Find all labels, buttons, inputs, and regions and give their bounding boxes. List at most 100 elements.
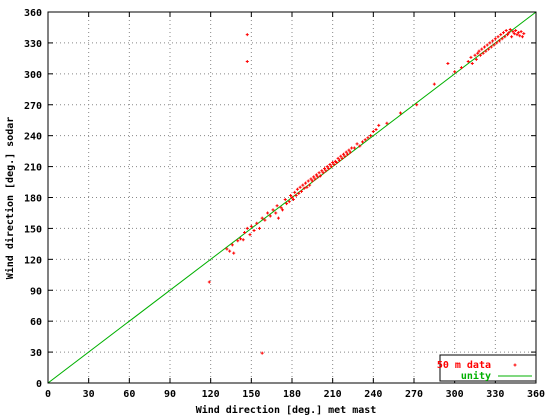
data-point: [488, 41, 492, 45]
data-point: [327, 167, 331, 171]
data-point: [487, 47, 491, 51]
legend-box: [439, 354, 537, 382]
data-point: [512, 32, 516, 36]
data-point: [241, 238, 245, 242]
data-point: [374, 127, 378, 131]
y-tick-label: 270: [24, 101, 42, 112]
data-point: [346, 152, 350, 156]
data-point: [308, 183, 312, 187]
data-point: [318, 174, 322, 178]
data-point: [495, 41, 499, 45]
data-point: [281, 208, 285, 212]
data-point: [501, 31, 505, 35]
data-point: [274, 211, 278, 215]
data-point: [500, 37, 504, 41]
data-point: [459, 66, 463, 70]
legend-label-50m-data: 50 m data: [437, 360, 491, 371]
data-point: [331, 160, 335, 164]
data-point: [266, 211, 270, 215]
data-point: [470, 62, 474, 66]
data-point: [299, 189, 303, 193]
data-point: [316, 175, 320, 179]
data-point: [285, 202, 289, 206]
data-point: [508, 28, 512, 32]
data-point: [339, 154, 343, 158]
data-point: [302, 186, 306, 190]
data-point: [484, 49, 488, 53]
x-tick-label: 270: [405, 389, 423, 400]
data-point: [335, 160, 339, 164]
data-point: [263, 218, 267, 222]
data-point: [503, 35, 507, 39]
x-tick-label: 0: [45, 389, 51, 400]
data-point: [366, 136, 370, 140]
data-point: [497, 39, 501, 43]
data-point: [207, 280, 211, 284]
data-point: [504, 29, 508, 33]
data-point: [493, 37, 497, 41]
x-axis-ticks: 0 30 60 90 120 150 180 210 240 270 300 330 360: [45, 12, 545, 400]
data-point: [514, 29, 518, 33]
data-point: [344, 150, 348, 154]
plot-frame: [47, 11, 537, 384]
data-point: [328, 163, 332, 167]
data-point: [257, 226, 261, 230]
x-tick-label: 90: [164, 389, 176, 400]
data-point: [363, 138, 367, 142]
x-axis-label: Wind direction [deg.] met mast: [196, 404, 377, 416]
data-point: [506, 33, 510, 37]
data-point: [510, 35, 514, 39]
y-tick-label: 330: [24, 39, 42, 50]
data-point: [347, 148, 351, 152]
y-tick-label: 60: [30, 317, 42, 328]
data-point: [499, 33, 503, 37]
data-point: [336, 156, 340, 160]
data-point: [283, 198, 287, 202]
data-point: [271, 208, 275, 212]
data-point: [432, 82, 436, 86]
data-point: [476, 51, 480, 55]
data-point: [371, 130, 375, 134]
series-points: [207, 28, 526, 355]
x-tick-label: 330: [486, 389, 504, 400]
data-point: [522, 32, 526, 36]
data-point: [293, 190, 297, 194]
data-point: [228, 249, 232, 253]
x-tick-label: 180: [283, 389, 301, 400]
data-point: [377, 123, 381, 127]
data-point: [243, 231, 247, 235]
data-point: [515, 33, 519, 37]
data-point: [343, 154, 347, 158]
x-tick-label: 150: [242, 389, 260, 400]
data-point: [305, 185, 309, 189]
data-point: [519, 30, 523, 34]
data-point: [398, 111, 402, 115]
data-point: [348, 150, 352, 154]
y-tick-label: 120: [24, 255, 42, 266]
data-point: [469, 55, 473, 59]
data-point: [287, 200, 291, 204]
data-point: [314, 173, 318, 177]
data-point: [297, 191, 301, 195]
data-point: [268, 214, 272, 218]
data-point: [507, 31, 511, 35]
data-point: [295, 187, 299, 191]
data-point: [245, 33, 249, 37]
y-axis-ticks: 0 30 60 90 120 150 180 210 240 270 300 330 360: [24, 8, 536, 390]
data-point: [248, 233, 252, 237]
legend: 50 m data unity: [437, 354, 537, 382]
data-point: [332, 163, 336, 167]
data-point: [355, 142, 359, 146]
x-tick-label: 60: [123, 389, 135, 400]
data-point: [306, 179, 310, 183]
data-point: [491, 39, 495, 43]
data-point: [350, 146, 354, 150]
data-point: [520, 35, 524, 39]
data-point: [474, 57, 478, 61]
data-point: [492, 43, 496, 47]
data-point: [317, 171, 321, 175]
data-point: [496, 35, 500, 39]
y-tick-label: 30: [30, 348, 42, 359]
data-point: [294, 193, 298, 197]
